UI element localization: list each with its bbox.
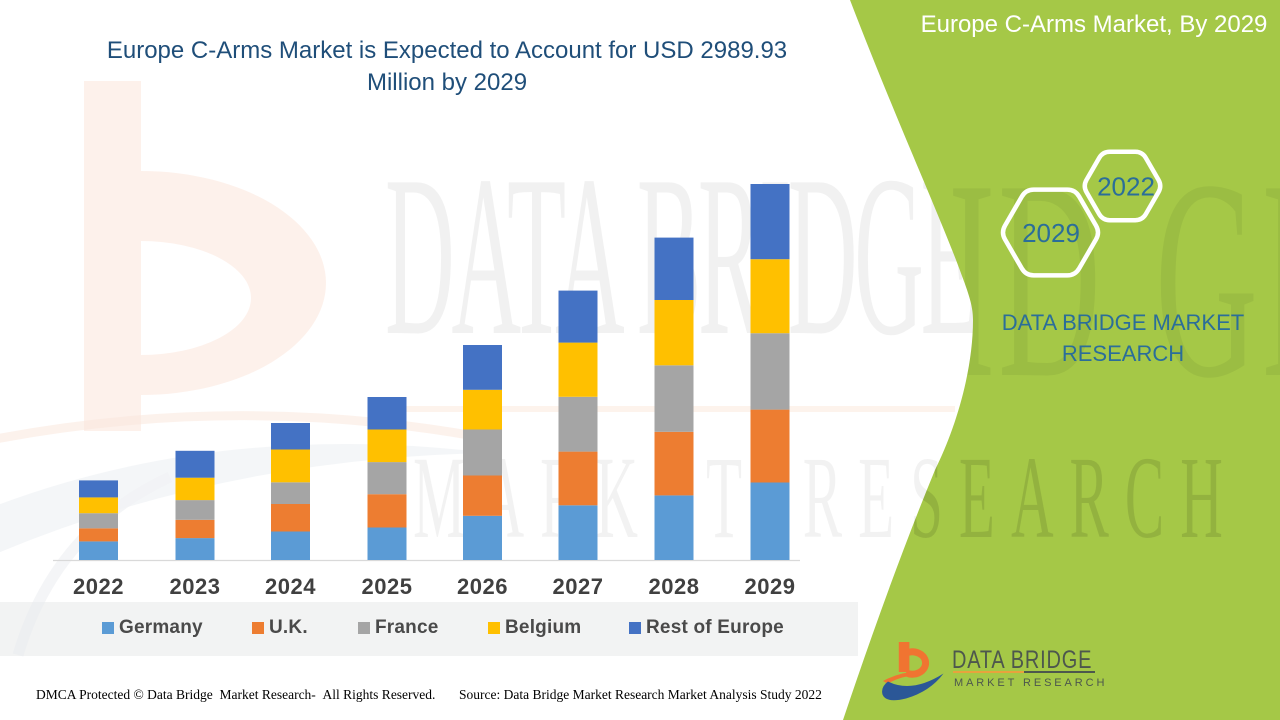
svg-text:2029: 2029 [745, 574, 796, 599]
svg-text:E: E [1262, 121, 1280, 437]
svg-text:G: G [1155, 121, 1258, 437]
svg-text:2027: 2027 [553, 574, 604, 599]
svg-text:2026: 2026 [457, 574, 508, 599]
svg-text:DATA BRIDGE: DATA BRIDGE [952, 646, 1092, 674]
svg-text:2022: 2022 [1097, 172, 1155, 202]
svg-text:MARKET RESEARCH: MARKET RESEARCH [413, 433, 1239, 563]
svg-text:2022: 2022 [73, 574, 124, 599]
svg-text:2024: 2024 [265, 574, 316, 599]
svg-text:2025: 2025 [362, 574, 413, 599]
svg-text:2023: 2023 [170, 574, 221, 599]
svg-text:2028: 2028 [649, 574, 700, 599]
svg-text:MARKET RESEARCH: MARKET RESEARCH [954, 677, 1107, 689]
svg-text:D: D [998, 121, 1101, 437]
svg-text:2029: 2029 [1022, 218, 1080, 248]
